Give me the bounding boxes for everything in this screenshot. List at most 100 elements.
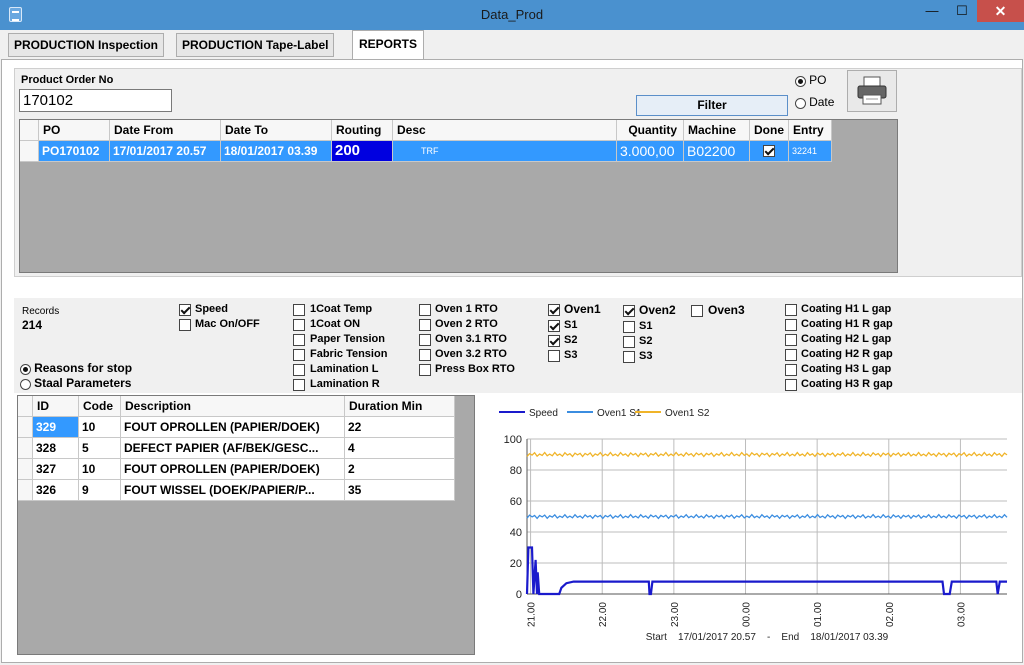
oven2-checkbox[interactable] <box>623 305 635 317</box>
oven2-s1-checkbox[interactable] <box>623 321 635 333</box>
coating-h1r-checkbox[interactable] <box>785 319 797 331</box>
tab-production-tape-label[interactable]: PRODUCTION Tape-Label <box>176 33 335 57</box>
stops-cell-duration[interactable]: 22 <box>345 417 455 438</box>
oven2-s2-checkbox[interactable] <box>623 336 635 348</box>
stops-row-header[interactable] <box>18 438 33 459</box>
stops-cell-description[interactable]: FOUT WISSEL (DOEK/PAPIER/P... <box>121 480 345 501</box>
radio-po-indicator <box>795 75 806 87</box>
po-cell-done[interactable] <box>750 141 789 162</box>
stops-cell-duration[interactable]: 4 <box>345 438 455 459</box>
col-quantity[interactable]: Quantity <box>617 120 684 141</box>
col-id[interactable]: ID <box>33 396 79 417</box>
series-line <box>526 451 1008 458</box>
oven1-checkbox[interactable] <box>548 304 560 316</box>
oven2-s3-checkbox[interactable] <box>623 351 635 363</box>
stops-cell-id[interactable]: 327 <box>33 459 79 480</box>
po-cell-date-from[interactable]: 17/01/2017 20.57 <box>110 141 221 162</box>
po-cell-quantity[interactable]: 3.000,00 <box>617 141 684 162</box>
radio-date-label: Date <box>809 95 835 109</box>
stops-cell-id[interactable]: 328 <box>33 438 79 459</box>
coating-h1l-checkbox[interactable] <box>785 304 797 316</box>
stops-row-header[interactable] <box>18 417 33 438</box>
tab-reports[interactable]: REPORTS <box>352 30 425 59</box>
product-order-input[interactable] <box>19 89 172 112</box>
col-entry[interactable]: Entry <box>789 120 832 141</box>
col-date-from[interactable]: Date From <box>110 120 221 141</box>
paper-tension-checkbox[interactable] <box>293 334 305 346</box>
minimize-button[interactable]: — <box>925 3 939 18</box>
press-box-rto-checkbox[interactable] <box>419 364 431 376</box>
oven32-rto-label: Oven 3.2 RTO <box>435 348 507 360</box>
filter-button[interactable]: Filter <box>636 95 788 116</box>
po-cell-date-to[interactable]: 18/01/2017 03.39 <box>221 141 332 162</box>
stops-cell-duration[interactable]: 2 <box>345 459 455 480</box>
col-machine[interactable]: Machine <box>684 120 750 141</box>
stops-cell-description[interactable]: FOUT OPROLLEN (PAPIER/DOEK) <box>121 417 345 438</box>
stops-cell-id[interactable]: 329 <box>33 417 79 438</box>
radio-staal-parameters[interactable]: Staal Parameters <box>20 376 131 390</box>
radio-reasons-for-stop[interactable]: Reasons for stop <box>20 361 132 375</box>
coat-on-checkbox[interactable] <box>293 319 305 331</box>
stops-cell-code[interactable]: 9 <box>79 480 121 501</box>
radio-po[interactable]: PO <box>795 73 826 87</box>
lamination-l-checkbox[interactable] <box>293 364 305 376</box>
fabric-tension-checkbox[interactable] <box>293 349 305 361</box>
po-cell-machine[interactable]: B02200 <box>684 141 750 162</box>
series-line <box>526 513 1008 520</box>
col-done[interactable]: Done <box>750 120 789 141</box>
col-desc[interactable]: Desc <box>393 120 617 141</box>
col-routing[interactable]: Routing <box>332 120 393 141</box>
oven1-s2-checkbox[interactable] <box>548 335 560 347</box>
po-cell-routing[interactable]: 200 <box>332 141 393 162</box>
oven1-s1-checkbox[interactable] <box>548 320 560 332</box>
col-code[interactable]: Code <box>79 396 121 417</box>
oven2-rto-checkbox[interactable] <box>419 319 431 331</box>
oven2-s1-label: S1 <box>639 320 653 332</box>
po-cell-entry[interactable]: 32241 <box>789 141 832 162</box>
legend-label: Speed <box>529 408 558 419</box>
stops-cell-id[interactable]: 326 <box>33 480 79 501</box>
coating-h3r-checkbox[interactable] <box>785 379 797 391</box>
coating-h2l-checkbox[interactable] <box>785 334 797 346</box>
speed-checkbox[interactable] <box>179 304 191 316</box>
tab-production-inspection[interactable]: PRODUCTION Inspection <box>8 33 165 57</box>
tab-strip <box>0 30 1024 61</box>
print-button[interactable] <box>847 70 897 112</box>
maximize-button[interactable]: ☐ <box>956 3 968 18</box>
stops-cell-code[interactable]: 10 <box>79 417 121 438</box>
stops-row-header[interactable] <box>18 480 33 501</box>
oven1-s3-label: S3 <box>564 349 578 361</box>
legend-label: Oven1 S2 <box>665 408 710 419</box>
stops-cell-code[interactable]: 5 <box>79 438 121 459</box>
stops-row-header[interactable] <box>18 459 33 480</box>
stops-cell-description[interactable]: DEFECT PAPIER (AF/BEK/GESC... <box>121 438 345 459</box>
stops-cell-description[interactable]: FOUT OPROLLEN (PAPIER/DOEK) <box>121 459 345 480</box>
radio-date[interactable]: Date <box>795 95 834 109</box>
y-tick-label: 100 <box>504 434 522 446</box>
po-cell-po[interactable]: PO170102 <box>39 141 110 162</box>
coating-h3l-checkbox[interactable] <box>785 364 797 376</box>
col-duration[interactable]: Duration Min <box>345 396 455 417</box>
oven31-rto-checkbox[interactable] <box>419 334 431 346</box>
coat-temp-checkbox[interactable] <box>293 304 305 316</box>
x-tick-label: 03.00 <box>956 602 967 627</box>
x-tick-label: 22.00 <box>598 602 609 627</box>
done-checkbox[interactable] <box>763 145 775 157</box>
po-row-header[interactable] <box>20 141 39 162</box>
stops-cell-code[interactable]: 10 <box>79 459 121 480</box>
close-button[interactable]: ✕ <box>977 0 1024 22</box>
oven32-rto-checkbox[interactable] <box>419 349 431 361</box>
coating-h2r-checkbox[interactable] <box>785 349 797 361</box>
oven1-s3-checkbox[interactable] <box>548 350 560 362</box>
mac-onoff-checkbox[interactable] <box>179 319 191 331</box>
col-date-to[interactable]: Date To <box>221 120 332 141</box>
stops-cell-duration[interactable]: 35 <box>345 480 455 501</box>
legend-label: Oven1 S1 <box>597 408 642 419</box>
oven1-rto-checkbox[interactable] <box>419 304 431 316</box>
lamination-r-checkbox[interactable] <box>293 379 305 391</box>
col-description[interactable]: Description <box>121 396 345 417</box>
oven3-checkbox[interactable] <box>691 305 703 317</box>
po-cell-desc[interactable]: TRF <box>393 141 617 162</box>
col-po[interactable]: PO <box>39 120 110 141</box>
x-tick-label: 00.00 <box>742 602 753 627</box>
